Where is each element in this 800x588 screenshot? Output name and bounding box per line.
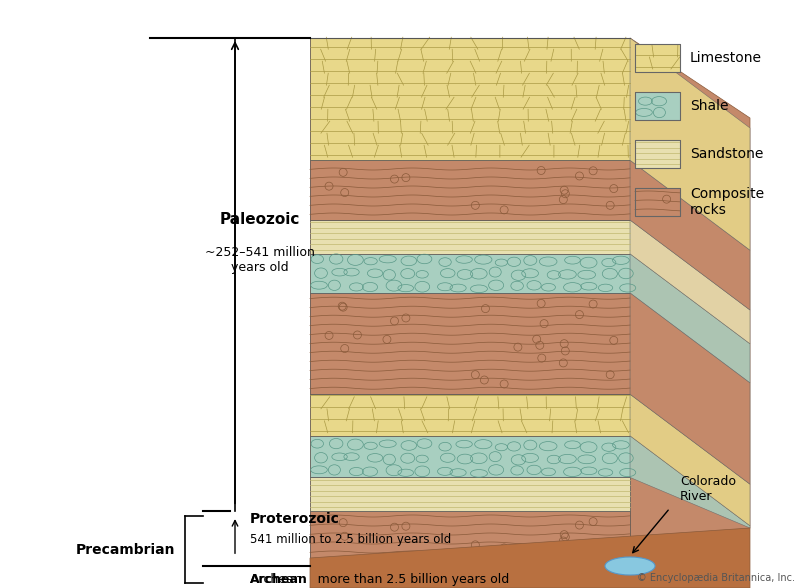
Bar bbox=[310, 160, 630, 220]
Polygon shape bbox=[630, 38, 750, 558]
Text: © Encyclopædia Britannica, Inc.: © Encyclopædia Britannica, Inc. bbox=[637, 573, 795, 583]
Text: Paleozoic: Paleozoic bbox=[220, 212, 300, 227]
Text: 541 million to 2.5 billion years old: 541 million to 2.5 billion years old bbox=[250, 533, 451, 546]
Bar bbox=[310, 293, 630, 394]
Text: Archean: Archean bbox=[250, 573, 308, 586]
Polygon shape bbox=[630, 160, 750, 310]
Polygon shape bbox=[630, 436, 750, 528]
Bar bbox=[635, 188, 680, 216]
Bar bbox=[310, 38, 630, 558]
Ellipse shape bbox=[605, 557, 655, 575]
Bar bbox=[310, 477, 630, 511]
Text: Shale: Shale bbox=[690, 99, 729, 113]
Polygon shape bbox=[630, 254, 750, 383]
Bar bbox=[310, 254, 630, 293]
Bar bbox=[310, 38, 630, 160]
Bar bbox=[635, 140, 680, 168]
Bar bbox=[310, 394, 630, 436]
Bar bbox=[635, 140, 680, 168]
Text: Colorado
River: Colorado River bbox=[680, 475, 736, 503]
Bar bbox=[310, 220, 630, 254]
Text: Limestone: Limestone bbox=[690, 51, 762, 65]
Polygon shape bbox=[630, 293, 750, 484]
Text: Composite
rocks: Composite rocks bbox=[690, 187, 764, 217]
Polygon shape bbox=[310, 528, 750, 588]
Bar bbox=[635, 92, 680, 120]
Polygon shape bbox=[630, 220, 750, 344]
Text: Precambrian: Precambrian bbox=[75, 543, 175, 557]
Bar bbox=[635, 44, 680, 72]
Bar bbox=[635, 188, 680, 216]
Bar bbox=[635, 92, 680, 120]
Text: Sandstone: Sandstone bbox=[690, 147, 763, 161]
Text: ~252–541 million
years old: ~252–541 million years old bbox=[205, 246, 315, 273]
Text: Proterozoic: Proterozoic bbox=[250, 512, 340, 526]
Polygon shape bbox=[630, 38, 750, 250]
Bar bbox=[310, 511, 630, 558]
Bar bbox=[310, 436, 630, 477]
Text: Archean    more than 2.5 billion years old: Archean more than 2.5 billion years old bbox=[250, 573, 510, 586]
Polygon shape bbox=[630, 394, 750, 526]
Bar bbox=[635, 44, 680, 72]
